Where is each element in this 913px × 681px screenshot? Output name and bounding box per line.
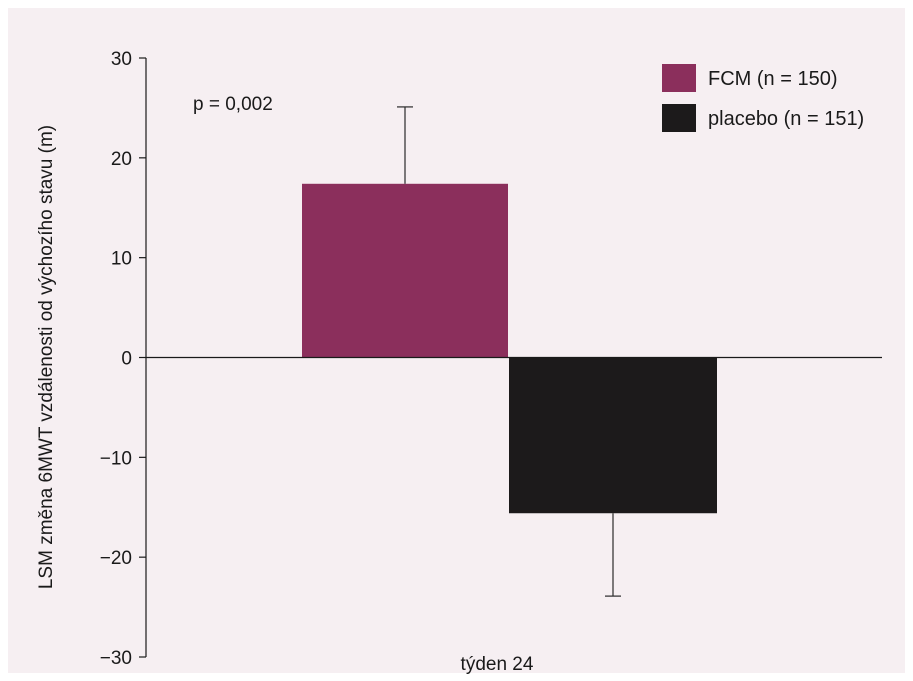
y-axis: 30 20 10 0 −10 −20 −30 <box>100 49 147 669</box>
legend: FCM (n = 150) placebo (n = 151) <box>662 64 864 132</box>
y-tick-label: 0 <box>121 349 132 370</box>
y-tick-label: −20 <box>100 548 132 569</box>
y-tick-label: −10 <box>100 448 132 469</box>
y-tick-label: −30 <box>100 648 132 669</box>
bar-fcm <box>302 183 508 358</box>
y-tick-label: 10 <box>111 249 132 270</box>
y-axis-title: LSM změna 6MWT vzdálenosti od výchozího … <box>36 125 57 589</box>
error-bars <box>397 106 621 597</box>
p-value-annotation: p = 0,002 <box>193 94 273 115</box>
y-tick-label: 30 <box>111 49 132 70</box>
legend-label-fcm: FCM (n = 150) <box>708 68 837 90</box>
legend-swatch-fcm <box>662 64 696 92</box>
legend-label-placebo: placebo (n = 151) <box>708 108 864 130</box>
x-axis-title: týden 24 <box>461 654 534 675</box>
bars <box>302 183 717 514</box>
bar-placebo <box>509 357 717 514</box>
legend-swatch-placebo <box>662 104 696 132</box>
y-tick-label: 20 <box>111 149 132 170</box>
